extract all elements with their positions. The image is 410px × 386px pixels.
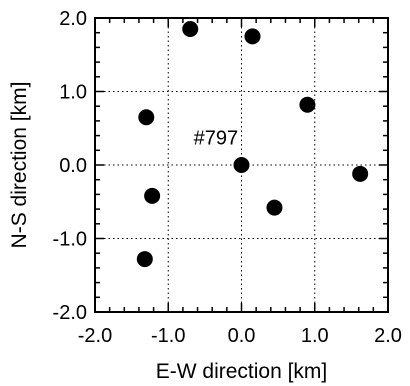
x-tick-label: -2.0	[78, 325, 112, 347]
label-layer: -2.0 -1.0 0.0 1.0 2.0 -2.0 -1.0 0.0 1.0 2.0	[53, 8, 402, 347]
x-axis-title: E-W direction [km]	[156, 360, 328, 383]
data-point	[299, 96, 316, 113]
y-tick-label: 0.0	[59, 155, 87, 177]
y-axis-title: N-S direction [km]	[8, 82, 31, 249]
y-tick-label: -1.0	[53, 229, 87, 251]
grid-layer	[95, 18, 388, 312]
y-tick-label: -2.0	[53, 302, 87, 324]
x-tick-label: -1.0	[151, 325, 185, 347]
x-tick-label: 2.0	[374, 325, 402, 347]
x-tick-label: 1.0	[301, 325, 329, 347]
data-point	[138, 109, 155, 126]
y-tick-label: 2.0	[59, 8, 87, 30]
point-layer	[136, 21, 369, 268]
plot-frame	[94, 17, 389, 313]
y-tick-label: 1.0	[59, 82, 87, 104]
data-point	[352, 165, 369, 182]
annotation-label: #797	[194, 127, 239, 149]
data-point	[244, 28, 261, 45]
data-point	[266, 199, 283, 216]
data-point	[233, 157, 250, 173]
data-point	[182, 21, 199, 38]
data-point	[144, 187, 161, 204]
data-point	[136, 251, 153, 268]
x-tick-label: 0.0	[228, 325, 256, 347]
